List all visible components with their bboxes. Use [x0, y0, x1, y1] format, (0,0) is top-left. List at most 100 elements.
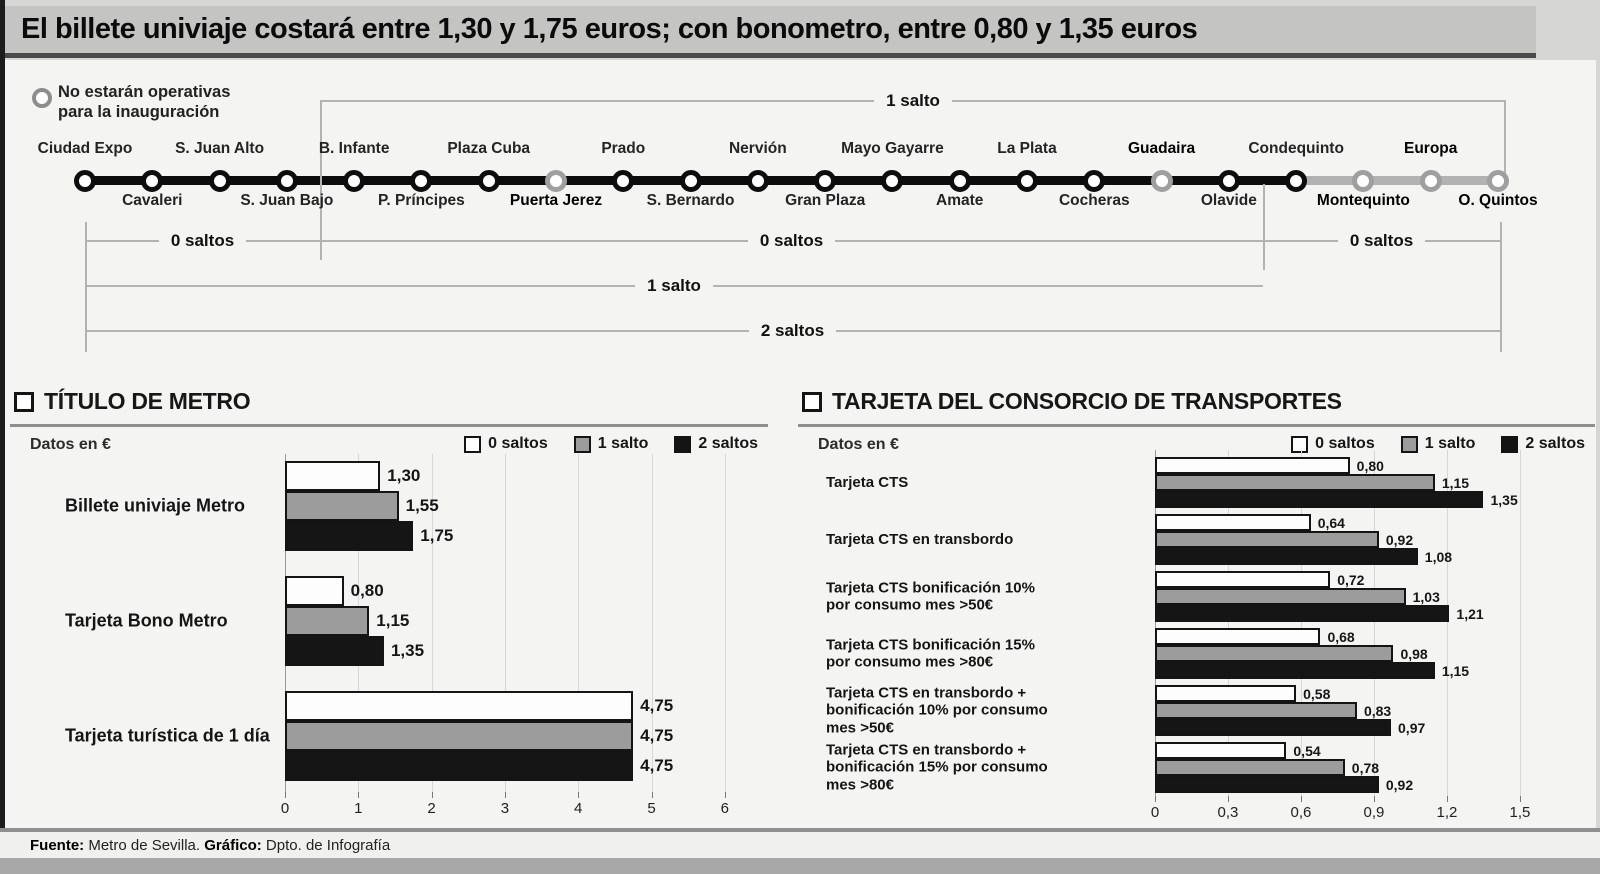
station-marker-montequinto [1352, 169, 1375, 192]
station-label-guadaira: Guadaira [1127, 140, 1196, 157]
zone-divider [1500, 222, 1502, 352]
bar-value-label: 1,35 [1490, 491, 1518, 508]
bracket-2saltos: 2 saltos [85, 321, 1500, 340]
zone-b-0saltos: 0 saltos [320, 230, 1263, 250]
bar-0-saltos [1155, 685, 1297, 702]
station-label-p-principes: P. Príncipes [378, 192, 465, 209]
open-circle-icon [32, 88, 52, 108]
station-label-gran-plaza: Gran Plaza [785, 192, 866, 209]
headline-text: El billete univiaje costará entre 1,30 y… [21, 13, 1198, 45]
axis-tick [1155, 796, 1156, 802]
zone-divider [85, 222, 87, 352]
station-label-mayo-gayarre: Mayo Gayarre [841, 140, 944, 157]
axis-tick [651, 792, 653, 798]
legend-item-2saltos: 2 saltos [1501, 435, 1585, 453]
page-left-edge [0, 0, 5, 874]
bar-value-label: 0,64 [1317, 514, 1345, 531]
metro-line-inactive [1304, 176, 1506, 185]
credit-label: Gráfico: [204, 836, 262, 854]
station-marker-s-bernardo [679, 169, 702, 192]
bar-value-label: 4,75 [640, 726, 674, 745]
zone-c-0saltos: 0 saltos [1263, 231, 1500, 250]
bar-value-label: 0,58 [1303, 685, 1331, 702]
footer-credit: Fuente: Metro de Sevilla. Gráfico: Dpto.… [0, 837, 390, 854]
axis-tick [724, 792, 726, 798]
chart-header: TÍTULO DE METRO [14, 388, 251, 415]
category-label-tarjeta-cts-en-transbordo: Tarjeta CTS en transbordo [826, 530, 1014, 548]
legend-item-2saltos: 2 saltos [674, 435, 758, 453]
bar-value-label: 1,55 [405, 496, 439, 515]
bar-value-label: 4,75 [640, 696, 674, 715]
legend-label: 0 saltos [488, 435, 548, 452]
category-label-tarjeta-bono-metro: Tarjeta Bono Metro [65, 610, 228, 631]
station-marker-la-plata [1016, 169, 1038, 192]
station-label-cocheras: Cocheras [1058, 192, 1130, 209]
units-note: Datos en € [30, 436, 111, 453]
station-marker-guadaira [1150, 169, 1173, 192]
bar-value-label: 0,68 [1327, 628, 1355, 645]
category-label-tarjeta-turistica-de-1-dia: Tarjeta turística de 1 día [65, 725, 270, 746]
station-label-b-infante: B. Infante [318, 140, 390, 157]
legend-note: No estarán operativas para la inauguraci… [58, 83, 230, 123]
bar-value-label: 0,98 [1400, 645, 1428, 662]
station-label-la-plata: La Plata [997, 140, 1057, 157]
zone-label: 0 saltos [170, 230, 235, 250]
zone-a-0saltos: 0 saltos [85, 230, 320, 250]
bar-1-salto [285, 721, 634, 751]
legend-swatch-1salto [573, 435, 591, 453]
bar-1-salto [1155, 531, 1379, 548]
legend-item-0saltos: 0 saltos [1291, 435, 1375, 453]
bar-1-salto [1155, 702, 1357, 719]
station-label-prado: Prado [601, 140, 646, 157]
station-label-s-juan-bajo: S. Juan Bajo [240, 192, 334, 209]
bar-1-salto [1155, 759, 1345, 776]
gridline [578, 454, 580, 792]
chart-title: TARJETA DEL CONSORCIO DE TRANSPORTES [832, 388, 1342, 414]
category-label-tarjeta-cts: Tarjeta CTS [826, 473, 909, 491]
bar-0-saltos [1155, 628, 1321, 645]
station-marker-s-juan-alto [208, 169, 231, 192]
bar-value-label: 0,72 [1337, 571, 1365, 588]
station-label-olavide: Olavide [1200, 192, 1257, 209]
station-marker-condequinto [1285, 169, 1308, 192]
bar-2-saltos [1155, 548, 1418, 565]
bar-value-label: 0,54 [1293, 742, 1321, 759]
bracket-label: 1 salto [647, 275, 701, 295]
station-label-s-bernardo: S. Bernardo [646, 192, 735, 209]
axis-tick [504, 792, 506, 798]
axis-tick [1519, 796, 1521, 802]
legend-item-1salto: 1 salto [1400, 435, 1475, 453]
category-label-tarjeta-cts-bonificacion-10: Tarjeta CTS bonificación 10% por consumo… [826, 578, 1035, 614]
bar-value-label: 1,35 [390, 641, 425, 660]
header-rule [10, 424, 768, 427]
legend-item-0saltos: 0 saltos [464, 435, 548, 453]
gridline [1155, 450, 1156, 796]
station-marker-b-infante [343, 169, 366, 192]
zone-label: 0 saltos [759, 230, 824, 250]
footer-rule [0, 828, 1600, 832]
station-marker-plaza-cuba [477, 169, 500, 192]
station-label-nervion: Nervión [728, 140, 787, 157]
bar-0-saltos [285, 691, 634, 721]
legend-label: 0 saltos [1315, 435, 1375, 452]
bracket-label: 1 salto [886, 90, 940, 110]
bar-1-salto [1155, 588, 1406, 605]
legend-note-line1: No estarán operativas [58, 83, 231, 101]
bar-2-saltos [1155, 776, 1379, 793]
metro-diagram: No estarán operativas para la inauguraci… [8, 62, 1592, 376]
bar-2-saltos [285, 751, 634, 781]
chart-header: TARJETA DEL CONSORCIO DE TRANSPORTES [802, 388, 1342, 415]
bar-1-salto [285, 606, 370, 636]
axis-tick [431, 792, 433, 798]
station-label-condequinto: Condequinto [1248, 140, 1344, 157]
axis-tick [358, 792, 360, 798]
legend-swatch-0saltos [464, 435, 482, 453]
axis-tick-label: 0,9 [1363, 804, 1385, 821]
bar-0-saltos [285, 461, 381, 491]
station-marker-mayo-gayarre [881, 169, 904, 192]
axis-tick-label: 6 [720, 800, 729, 817]
axis-tick-label: 0 [1150, 804, 1160, 821]
station-label-s-juan-alto: S. Juan Alto [175, 140, 265, 157]
chart-legend: 0 saltos 1 salto 2 saltos [1291, 435, 1585, 453]
